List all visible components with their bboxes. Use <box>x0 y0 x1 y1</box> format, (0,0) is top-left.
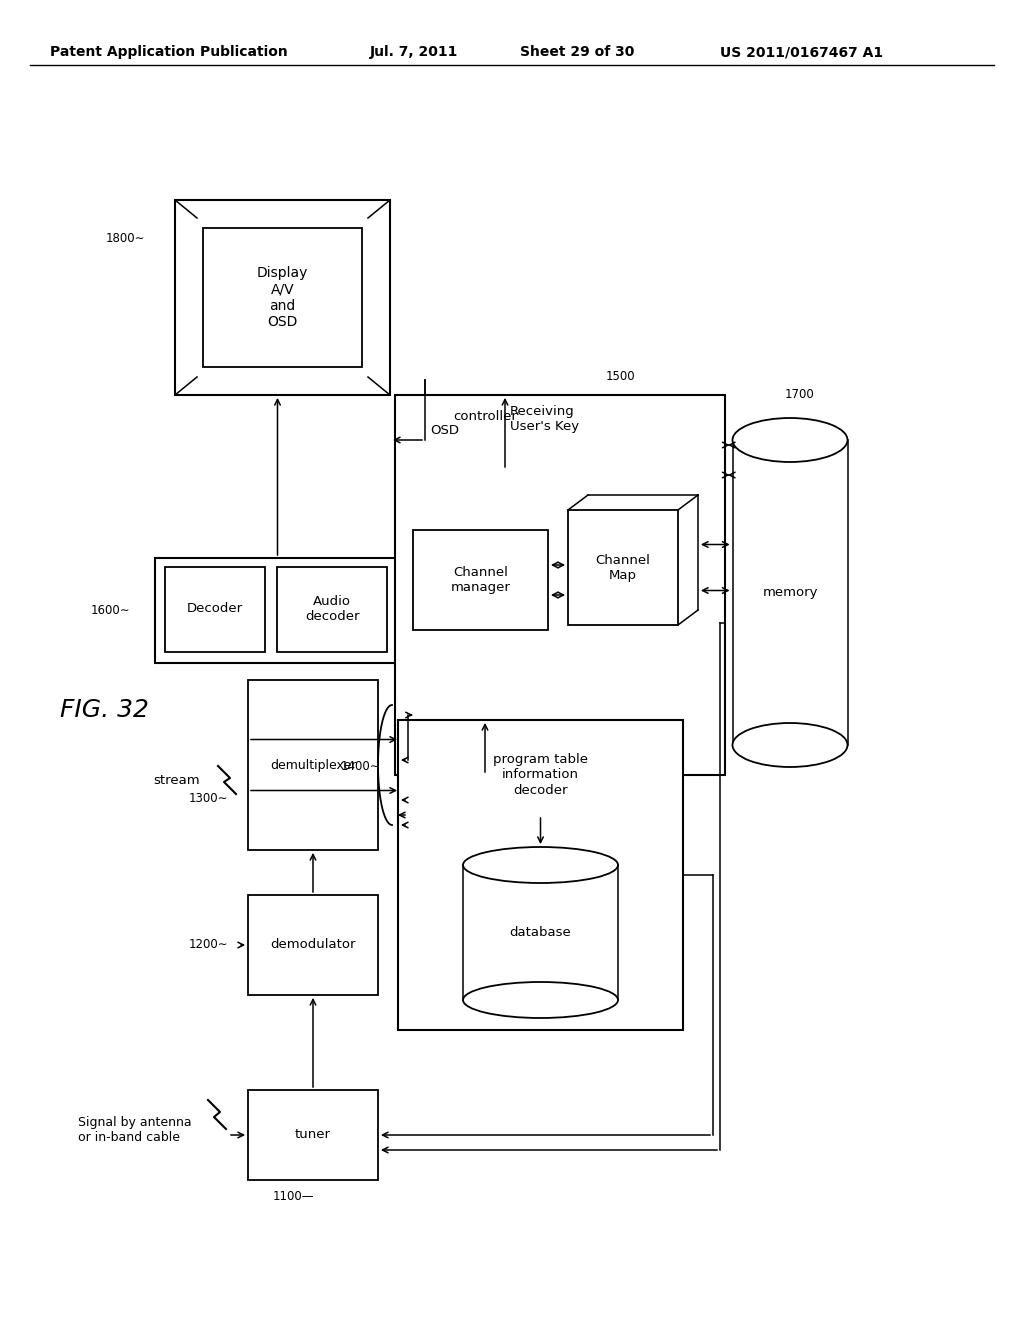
Bar <box>203 228 362 367</box>
Ellipse shape <box>463 847 618 883</box>
Text: FIG. 32: FIG. 32 <box>60 698 148 722</box>
Text: 1200∼: 1200∼ <box>188 939 228 952</box>
Text: 1500: 1500 <box>605 371 635 384</box>
Bar <box>568 510 678 624</box>
Ellipse shape <box>732 418 848 462</box>
Bar <box>395 395 725 775</box>
Text: Audio
decoder: Audio decoder <box>305 595 359 623</box>
Text: Channel
manager: Channel manager <box>451 566 510 594</box>
Bar <box>278 568 387 652</box>
Text: database: database <box>510 927 571 939</box>
Text: 1700: 1700 <box>785 388 815 401</box>
Bar <box>398 719 683 1030</box>
Text: Patent Application Publication: Patent Application Publication <box>50 45 288 59</box>
Bar <box>248 895 378 995</box>
Text: memory: memory <box>762 586 818 599</box>
Text: program table
information
decoder: program table information decoder <box>493 754 588 796</box>
Text: demultiplexer: demultiplexer <box>269 759 356 771</box>
Text: Channel
Map: Channel Map <box>596 553 650 582</box>
Ellipse shape <box>732 723 848 767</box>
Bar <box>248 680 378 850</box>
Text: 1800∼: 1800∼ <box>105 232 145 246</box>
Text: OSD: OSD <box>430 424 459 437</box>
Text: controller: controller <box>453 411 517 424</box>
Text: 1100—: 1100— <box>272 1189 313 1203</box>
Text: 1400∼: 1400∼ <box>340 760 380 774</box>
Text: Display
A/V
and
OSD: Display A/V and OSD <box>257 267 308 329</box>
Text: 1600∼: 1600∼ <box>90 605 130 616</box>
Text: Jul. 7, 2011: Jul. 7, 2011 <box>370 45 459 59</box>
Ellipse shape <box>463 982 618 1018</box>
Bar <box>248 1090 378 1180</box>
Bar <box>165 568 265 652</box>
Text: Decoder: Decoder <box>187 602 243 615</box>
Text: 1300∼: 1300∼ <box>188 792 228 805</box>
Bar <box>413 531 548 630</box>
Text: tuner: tuner <box>295 1129 331 1142</box>
Text: Signal by antenna
or in-band cable: Signal by antenna or in-band cable <box>78 1115 191 1144</box>
Text: Receiving
User's Key: Receiving User's Key <box>510 405 580 433</box>
Text: stream: stream <box>153 774 200 787</box>
Text: Sheet 29 of 30: Sheet 29 of 30 <box>520 45 635 59</box>
Bar <box>155 558 400 663</box>
Text: US 2011/0167467 A1: US 2011/0167467 A1 <box>720 45 883 59</box>
Bar <box>175 201 390 395</box>
Text: demodulator: demodulator <box>270 939 355 952</box>
